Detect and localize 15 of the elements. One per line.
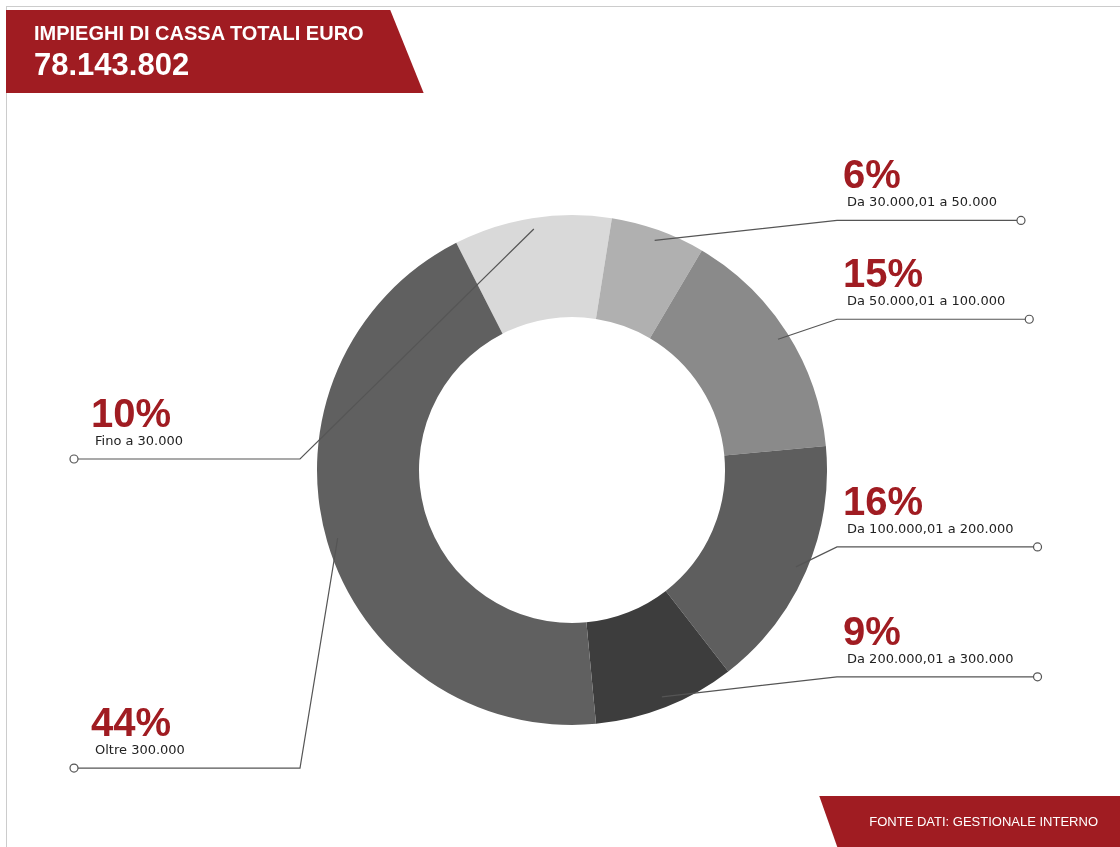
data-label: 10% [91,391,172,435]
data-label: 44% [91,700,172,745]
data-label: 6% [843,152,901,197]
chart-title: IMPIEGHI DI CASSA TOTALI EURO [34,22,364,45]
slice-label: Fino a 30.000 [95,433,184,448]
slice-label: Da 30.000,01 a 50.000 [847,194,997,210]
chart-subtitle: 78.143.802 [34,47,191,83]
slice-label: Da 50.000,01 a 100.000 [847,293,1006,309]
data-label: 16% [843,478,924,523]
source-note: FONTE DATI: GESTIONALE INTERNO [819,796,1120,847]
data-label: 9% [843,608,901,653]
data-label: 15% [843,251,924,296]
slice-label: Oltre 300.000 [95,742,185,758]
slice-label: Da 100.000,01 a 200.000 [847,520,1014,536]
slice-label: Da 200.000,01 a 300.000 [847,650,1014,666]
